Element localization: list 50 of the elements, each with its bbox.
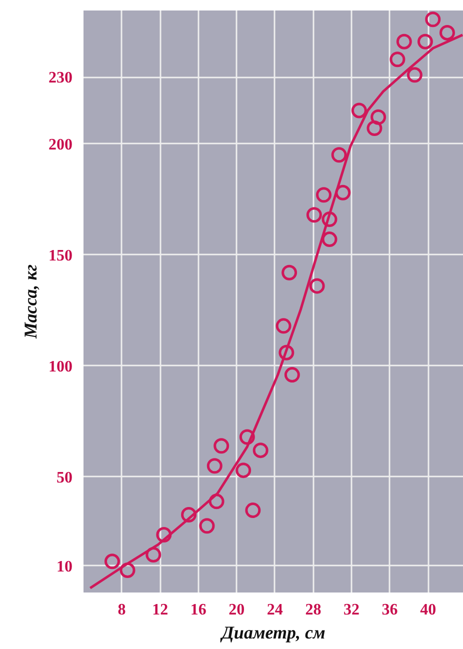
- point: [316, 187, 332, 203]
- point: [199, 518, 215, 534]
- point: [322, 212, 338, 228]
- x-tick-label: 20: [228, 602, 245, 618]
- point: [309, 278, 325, 294]
- x-tick-label: 24: [266, 602, 283, 618]
- point: [306, 207, 322, 223]
- point: [276, 318, 292, 334]
- x-tick-label: 16: [190, 602, 206, 618]
- x-tick-label: 32: [344, 602, 360, 618]
- y-tick-label: 50: [56, 469, 72, 486]
- point: [156, 527, 172, 542]
- point: [406, 67, 422, 83]
- point: [104, 554, 120, 570]
- x-tick-label: 8: [118, 602, 126, 618]
- point: [245, 502, 261, 518]
- point: [282, 264, 298, 280]
- point: [351, 102, 367, 118]
- point: [322, 232, 338, 248]
- y-tick-label: 100: [48, 358, 72, 376]
- point: [439, 24, 455, 40]
- point: [239, 429, 255, 445]
- y-tick-label: 230: [48, 70, 72, 87]
- x-tick-label: 36: [382, 602, 398, 618]
- y-tick-label: 10: [56, 558, 72, 576]
- point: [284, 367, 300, 383]
- point: [417, 34, 433, 50]
- x-tick-label: 28: [305, 602, 322, 618]
- point: [335, 184, 351, 200]
- x-axis-title: Диаметр, см: [220, 622, 326, 642]
- y-axis-title: Масса, кг: [20, 264, 40, 340]
- point: [120, 562, 136, 578]
- point: [208, 494, 224, 510]
- point: [366, 120, 382, 136]
- point: [214, 438, 230, 454]
- point: [252, 442, 268, 458]
- point: [146, 547, 162, 562]
- point: [425, 12, 441, 28]
- x-tick-label: 40: [420, 602, 436, 618]
- y-tick-label: 200: [48, 136, 72, 154]
- point: [396, 34, 412, 50]
- point: [181, 507, 197, 522]
- y-tick-label: 150: [48, 247, 72, 264]
- point: [278, 344, 294, 360]
- point: [390, 52, 406, 68]
- x-tick-label: 12: [152, 602, 168, 618]
- point: [236, 462, 252, 478]
- point: [206, 458, 222, 474]
- point: [331, 147, 347, 163]
- point: [370, 109, 386, 125]
